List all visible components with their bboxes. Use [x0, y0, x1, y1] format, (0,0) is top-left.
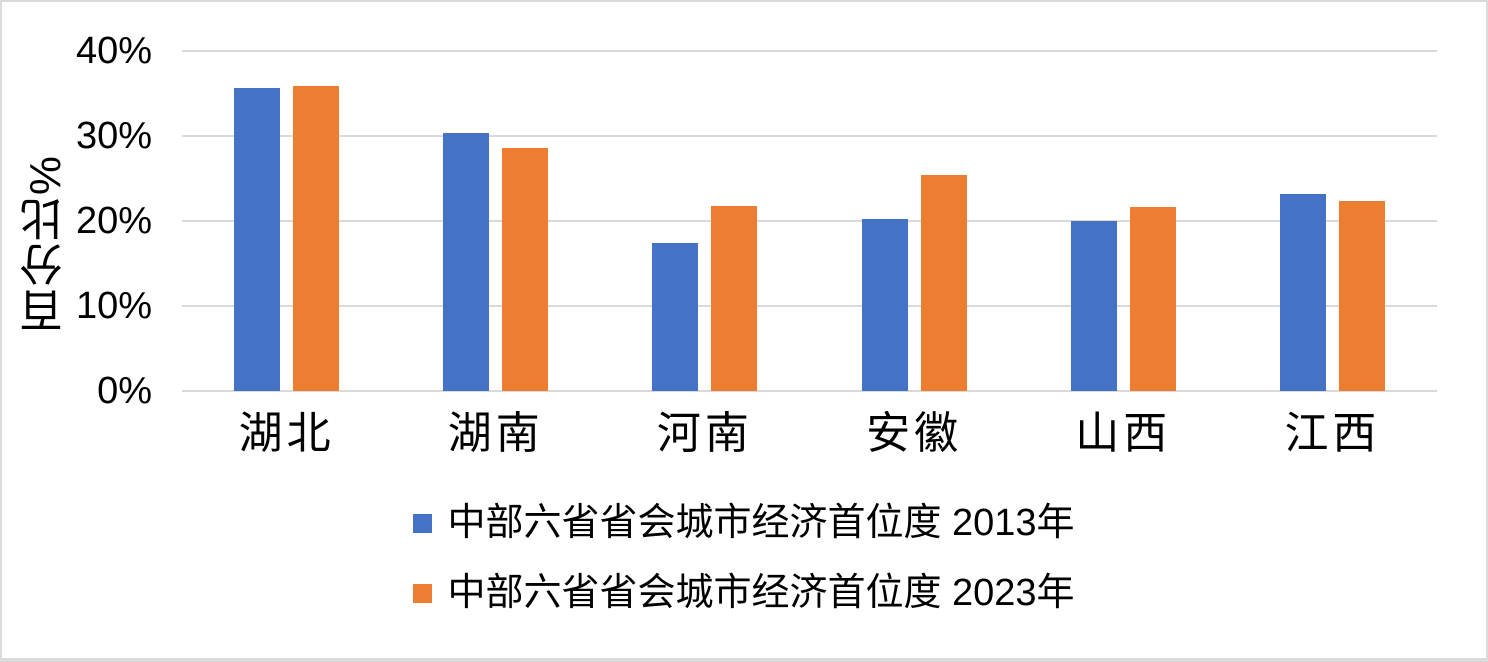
bar-c6-s1: [1279, 193, 1326, 391]
bar-c4-s2: [920, 175, 967, 391]
bar-c5-s1: [1070, 221, 1117, 391]
x-axis-label-5: 山西: [1075, 409, 1172, 458]
y-tick-label-0: 0%: [97, 370, 152, 412]
gridline-20: [182, 220, 1437, 222]
bars-layer: [182, 51, 1437, 391]
x-axis-label-4: 安徽: [866, 409, 963, 458]
bar-c2-s1: [443, 132, 490, 391]
bar-c3-s2: [711, 205, 758, 391]
gridline-0: [182, 390, 1437, 392]
bar-group-6: [1228, 51, 1437, 391]
bar-c2-s2: [502, 147, 549, 391]
gridlines: [182, 50, 1437, 392]
y-axis-tick-labels: 0% 10% 20% 30% 40%: [2, 30, 152, 412]
x-axis-label-1: 湖北: [238, 409, 335, 458]
legend-item-1: 中部六省省会城市经济首位度 2013年: [413, 499, 1075, 547]
legend-swatch-icon-1: [413, 513, 433, 533]
legend-item-2: 中部六省省会城市经济首位度 2023年: [413, 569, 1075, 617]
bar-group-5: [1019, 51, 1228, 391]
y-tick-label-20: 20%: [75, 200, 152, 242]
legend: 中部六省省会城市经济首位度 2013年 中部六省省会城市经济首位度 2023年: [2, 499, 1486, 617]
x-axis-label-6: 江西: [1284, 409, 1381, 458]
bar-c4-s1: [861, 219, 908, 391]
x-axis-labels: 湖北 湖南 河南 安徽 山西 江西: [182, 408, 1437, 460]
bar-c1-s1: [234, 87, 281, 391]
y-tick-label-10: 10%: [75, 285, 152, 327]
bar-c1-s2: [293, 85, 340, 391]
bar-group-4: [810, 51, 1019, 391]
bar-c3-s1: [652, 243, 699, 391]
plot-area: [182, 50, 1437, 392]
legend-swatch-icon-2: [413, 583, 433, 603]
bar-c5-s2: [1129, 207, 1176, 391]
x-axis-label-2: 湖南: [447, 409, 544, 458]
gridline-10: [182, 305, 1437, 307]
x-axis-label-3: 河南: [656, 409, 753, 458]
y-tick-label-30: 30%: [75, 115, 152, 157]
bar-group-1: [182, 51, 391, 391]
bar-c6-s2: [1338, 201, 1385, 391]
bar-group-2: [391, 51, 600, 391]
legend-label-1: 中部六省省会城市经济首位度 2013年: [447, 502, 1075, 544]
y-tick-label-40: 40%: [75, 30, 152, 72]
bar-group-3: [600, 51, 809, 391]
gridline-30: [182, 135, 1437, 137]
legend-label-2: 中部六省省会城市经济首位度 2023年: [447, 572, 1075, 614]
gridline-40: [182, 50, 1437, 52]
